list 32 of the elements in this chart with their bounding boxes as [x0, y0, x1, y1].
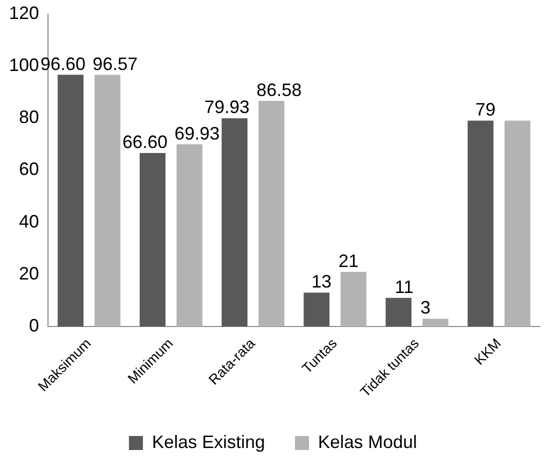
data-label: 11: [394, 276, 414, 297]
bar: [304, 292, 330, 327]
data-label: 79.93: [204, 97, 250, 118]
bar: [504, 120, 530, 327]
bar: [140, 152, 166, 327]
bar: [58, 74, 84, 327]
bar: [222, 118, 248, 327]
y-tick-label: 0: [29, 316, 40, 336]
data-label: 3: [420, 298, 431, 318]
bar: [176, 144, 202, 327]
bar: [386, 298, 412, 327]
y-tick-label: 20: [19, 263, 40, 284]
data-label: 21: [338, 250, 359, 271]
bar: [340, 272, 366, 327]
data-label: 66.60: [122, 132, 168, 152]
data-label: 96.57: [92, 54, 138, 74]
bar: [94, 74, 120, 327]
data-label: 86.58: [256, 80, 302, 100]
bar: [258, 100, 284, 327]
legend-label: Kelas Modul: [318, 432, 418, 452]
y-tick-label: 60: [19, 159, 40, 180]
data-label: 79: [475, 100, 496, 120]
y-tick-label: 40: [19, 211, 40, 232]
y-tick-label: 100: [8, 54, 40, 75]
data-label: 96.60: [40, 54, 86, 74]
data-label: 13: [311, 272, 332, 292]
y-tick-label: 120: [8, 2, 40, 23]
bar: [468, 120, 494, 327]
data-label: 69.93: [174, 123, 220, 144]
bar: [422, 318, 448, 327]
legend-label: Kelas Existing: [152, 432, 266, 452]
y-tick-label: 80: [19, 107, 40, 128]
